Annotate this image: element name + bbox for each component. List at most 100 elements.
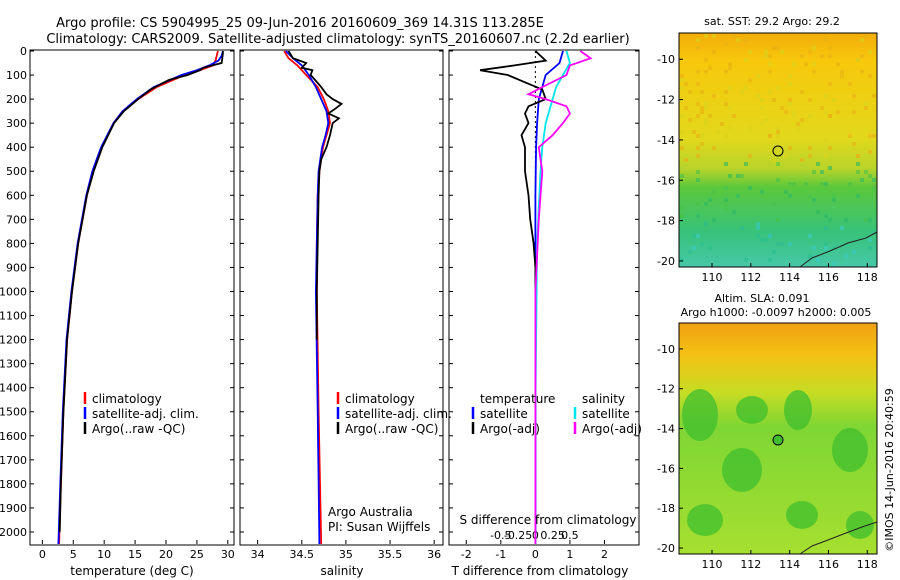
depth-tick-label: 1800 bbox=[0, 478, 27, 491]
sst-pixel bbox=[688, 90, 692, 94]
sst-pixel bbox=[788, 74, 792, 78]
sst-pixel bbox=[760, 146, 764, 150]
x-tick-label: 34.5 bbox=[290, 548, 315, 561]
sst-pixel bbox=[696, 178, 700, 182]
sst-pixel bbox=[704, 222, 708, 226]
sst-pixel bbox=[824, 154, 828, 158]
sst-pixel bbox=[852, 110, 856, 114]
header-line-2: Climatology: CARS2009. Satellite-adjuste… bbox=[46, 32, 629, 47]
sst-pixel bbox=[728, 66, 732, 70]
sst-pixel bbox=[760, 122, 764, 126]
sla-blob bbox=[687, 504, 723, 536]
sst-pixel bbox=[684, 106, 688, 110]
sst-pixel bbox=[772, 202, 776, 206]
sst-pixel bbox=[724, 90, 728, 94]
sst-pixel bbox=[856, 162, 860, 166]
sst-pixel bbox=[804, 62, 808, 66]
difference-legend: temperature satellite Argo(-adj) salinit… bbox=[471, 392, 642, 436]
sst-pixel bbox=[812, 62, 816, 66]
sst-pixel bbox=[780, 242, 784, 246]
sst-pixel bbox=[748, 78, 752, 82]
legend-climatology: climatology bbox=[92, 392, 162, 406]
sst-pixel bbox=[840, 70, 844, 74]
sst-pixel bbox=[812, 170, 816, 174]
sla-coastline bbox=[799, 521, 878, 555]
sst-pixel bbox=[848, 134, 852, 138]
sst-pixel bbox=[788, 146, 792, 150]
sst-pixel bbox=[760, 238, 764, 242]
sst-pixel bbox=[756, 74, 760, 78]
sst-pixel bbox=[868, 50, 872, 54]
sst-pixel bbox=[788, 242, 792, 246]
sst-pixel bbox=[832, 262, 836, 266]
depth-tick-label: 1300 bbox=[0, 358, 27, 371]
sst-pixel bbox=[828, 82, 832, 86]
depth-tick-label: 1600 bbox=[0, 430, 27, 443]
depth-tick-label: 1900 bbox=[0, 502, 27, 515]
series-salinity-argo-adj- bbox=[526, 50, 593, 544]
sst-pixel bbox=[776, 126, 780, 130]
sst-pixel bbox=[748, 186, 752, 190]
x-tick-label: 30 bbox=[221, 548, 235, 561]
sst-pixel bbox=[696, 114, 700, 118]
sst-pixel bbox=[712, 146, 716, 150]
sst-pixel bbox=[828, 218, 832, 222]
sst-pixel bbox=[712, 218, 716, 222]
sla-blob bbox=[832, 428, 868, 472]
sst-pixel bbox=[772, 98, 776, 102]
sla-blob bbox=[786, 501, 818, 529]
sst-pixel bbox=[768, 134, 772, 138]
x-tick-label: 36 bbox=[427, 548, 441, 561]
sst-pixel bbox=[692, 234, 696, 238]
sst-pixel bbox=[680, 130, 684, 134]
x-tick-label: 5 bbox=[70, 548, 77, 561]
sst-pixel bbox=[684, 158, 688, 162]
sst-pixel bbox=[844, 218, 848, 222]
sst-pixel bbox=[696, 170, 700, 174]
temperature-x-axis: 0 5 10 15 20 25 30 bbox=[39, 540, 235, 561]
sst-pixel bbox=[820, 182, 824, 186]
legend-temperature: temperature bbox=[480, 392, 555, 406]
sst-pixel bbox=[828, 114, 832, 118]
sst-pixel bbox=[828, 54, 832, 58]
sst-pixel bbox=[728, 174, 732, 178]
sst-pixel bbox=[792, 62, 796, 66]
x-tick-label: 15 bbox=[128, 548, 142, 561]
s-tick-label: 0.5 bbox=[561, 529, 579, 542]
depth-tick-label: 2000 bbox=[0, 526, 27, 539]
depth-tick-label: 900 bbox=[6, 261, 27, 274]
x-tick-label: 20 bbox=[159, 548, 173, 561]
temperature-legend: climatology satellite-adj. clim. Argo(..… bbox=[83, 392, 199, 436]
sst-pixel bbox=[696, 214, 700, 218]
map-y-tick-label: -18 bbox=[657, 215, 675, 228]
sst-pixel bbox=[788, 82, 792, 86]
sst-pixel bbox=[748, 126, 752, 130]
sst-pixel bbox=[824, 246, 828, 250]
sst-pixel bbox=[740, 90, 744, 94]
sst-pixel bbox=[808, 234, 812, 238]
sst-pixel bbox=[780, 106, 784, 110]
sst-pixel bbox=[824, 110, 828, 114]
sst-pixel bbox=[680, 258, 684, 262]
sst-pixel bbox=[868, 150, 872, 154]
sla-map-subtitle: Argo h1000: -0.0097 h2000: 0.005 bbox=[681, 306, 872, 319]
sst-pixel bbox=[836, 62, 840, 66]
depth-tick-label: 1000 bbox=[0, 285, 27, 298]
map-y-tick-label: -16 bbox=[657, 462, 675, 475]
sst-pixel bbox=[828, 166, 832, 170]
depth-tick-label: 500 bbox=[6, 165, 27, 178]
sst-pixel bbox=[868, 246, 872, 250]
sst-pixel bbox=[868, 174, 872, 178]
sst-pixel bbox=[844, 254, 848, 258]
sst-pixel bbox=[788, 182, 792, 186]
sst-pixel bbox=[744, 58, 748, 62]
sst-pixel bbox=[760, 98, 764, 102]
sst-pixel bbox=[872, 230, 876, 234]
sst-pixel bbox=[860, 70, 864, 74]
sst-pixel bbox=[696, 146, 700, 150]
x-tick-label: -2 bbox=[461, 548, 472, 561]
map-y-tick-label: -16 bbox=[657, 174, 675, 187]
sst-pixel bbox=[704, 102, 708, 106]
sst-pixel bbox=[868, 238, 872, 242]
